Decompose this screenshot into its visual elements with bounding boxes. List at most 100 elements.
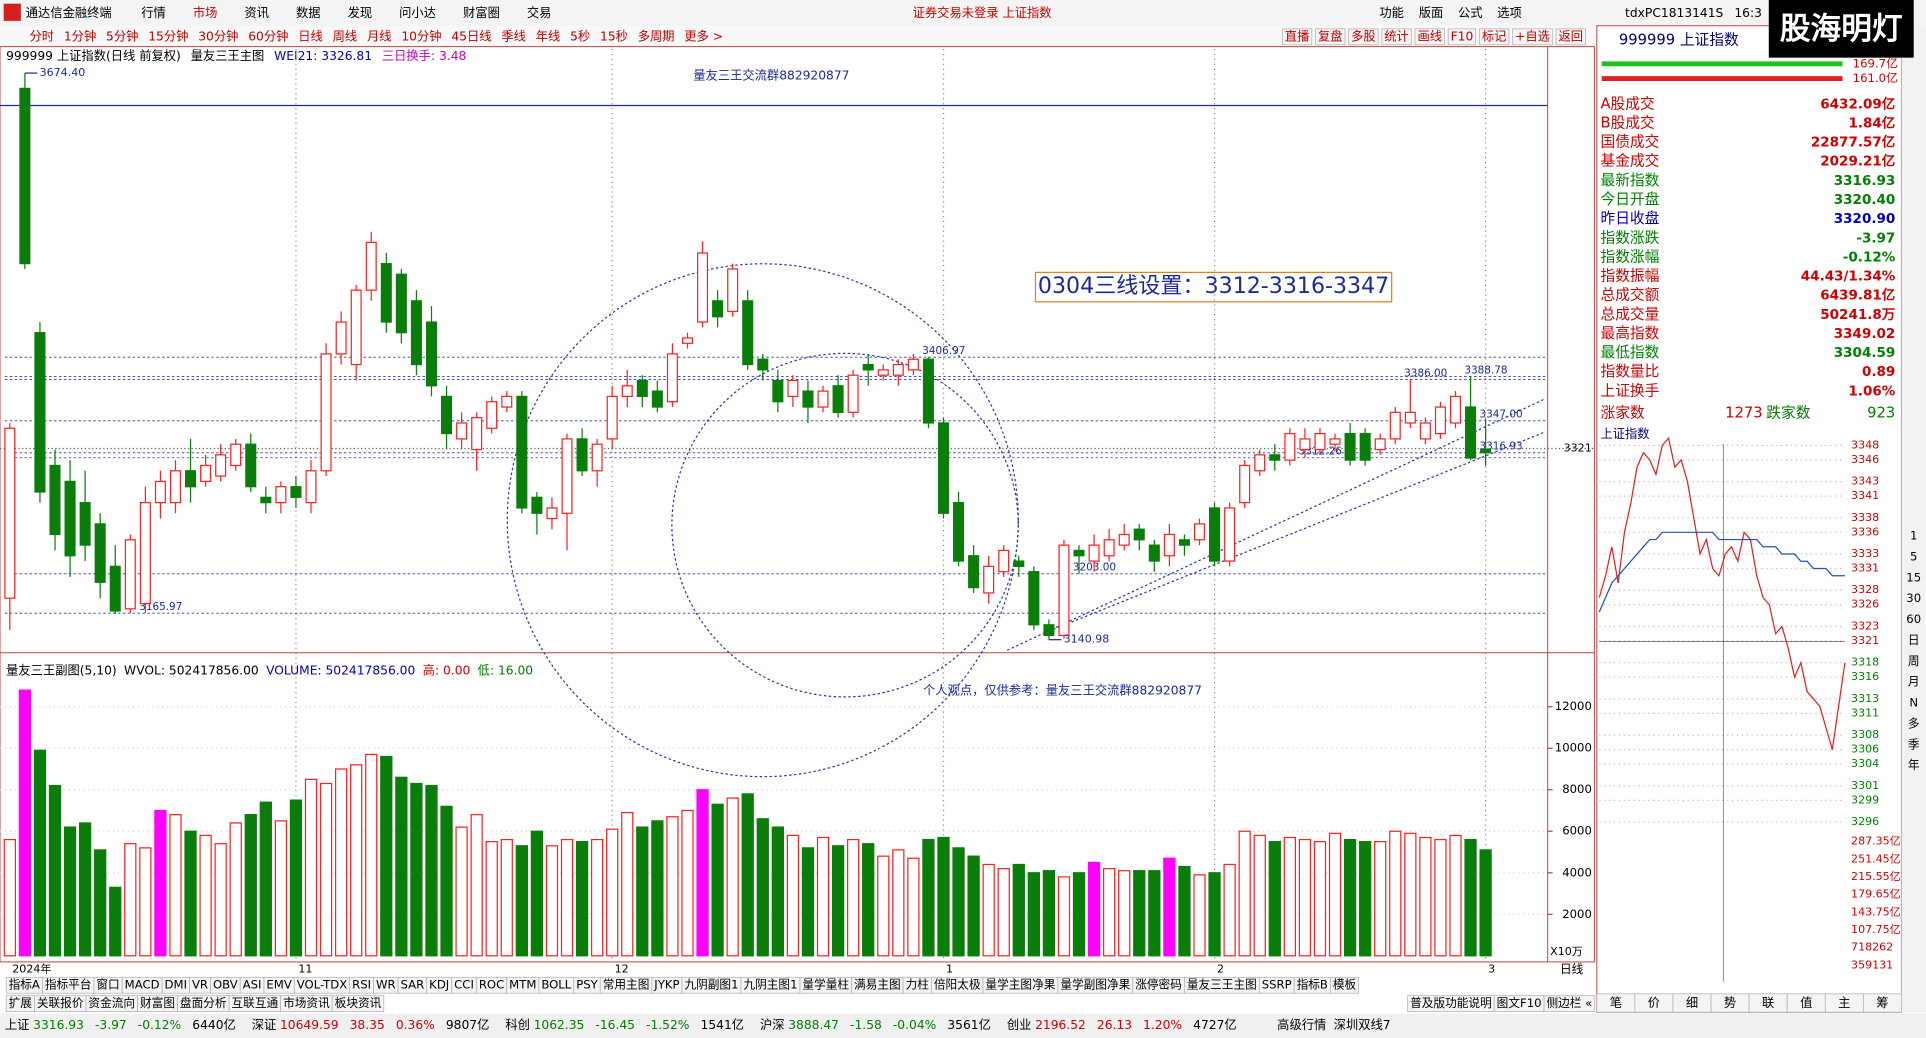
indicator-tab[interactable]: 力柱 — [906, 978, 930, 992]
period-button[interactable]: 10分钟 — [401, 28, 441, 43]
indicator-tab[interactable]: 量学量柱 — [802, 978, 849, 992]
tool-button[interactable]: 统计 — [1384, 29, 1409, 43]
indicator-tab[interactable]: PSY — [576, 978, 598, 992]
period-shortcut[interactable]: 日 — [1908, 633, 1920, 647]
extension-tab[interactable]: 市场资讯 — [283, 996, 330, 1010]
period-button[interactable]: 15分钟 — [148, 28, 188, 43]
tool-button[interactable]: F10 — [1451, 29, 1474, 43]
indicator-tab[interactable]: CCI — [454, 978, 474, 992]
indicator-tab[interactable]: SSRP — [1262, 978, 1292, 992]
indicator-tab[interactable]: 指标B — [1297, 978, 1328, 992]
menu-item[interactable]: 功能 — [1379, 6, 1404, 20]
period-shortcut[interactable]: 周 — [1908, 654, 1920, 668]
period-button[interactable]: 月线 — [367, 29, 392, 43]
extension-tab[interactable]: 财富图 — [140, 996, 175, 1010]
period-button[interactable]: 5秒 — [570, 29, 590, 43]
indicator-tab[interactable]: VOL-TDX — [297, 978, 347, 992]
indicator-tab[interactable]: VR — [192, 978, 208, 992]
extension-tab[interactable]: 板块资讯 — [335, 996, 382, 1010]
period-button[interactable]: 30分钟 — [198, 28, 238, 43]
menu-item[interactable]: 版面 — [1419, 6, 1444, 20]
indicator-tab[interactable]: 量友三王主图 — [1187, 978, 1257, 992]
indicator-tab[interactable]: KDJ — [429, 978, 449, 992]
panel-tab[interactable]: 细 — [1686, 996, 1698, 1010]
menu-item[interactable]: 市场 — [193, 5, 218, 20]
indicator-tab[interactable]: MACD — [125, 978, 160, 992]
indicator-tab[interactable]: 九阴主图1 — [743, 978, 797, 992]
indicator-tab[interactable]: MTM — [509, 978, 536, 992]
period-shortcut[interactable]: 多 — [1908, 716, 1920, 730]
period-button[interactable]: 5分钟 — [106, 28, 138, 43]
menu-item[interactable]: 问小达 — [399, 6, 436, 20]
period-button[interactable]: 60分钟 — [248, 28, 288, 43]
tool-button[interactable]: 画线 — [1417, 29, 1442, 43]
tool-button[interactable]: 返回 — [1558, 29, 1583, 43]
indicator-tab[interactable]: 倍阳太极 — [934, 978, 981, 992]
panel-tab[interactable]: 势 — [1724, 996, 1736, 1010]
indicator-tab[interactable]: JYKP — [653, 978, 679, 992]
side-tab[interactable]: 普及版功能说明 — [1410, 996, 1492, 1010]
period-button[interactable]: 年线 — [536, 29, 561, 43]
tool-button[interactable]: 标记 — [1482, 29, 1507, 43]
panel-tab[interactable]: 价 — [1648, 996, 1660, 1010]
period-button[interactable]: 季线 — [501, 29, 526, 43]
extension-tab[interactable]: 盘面分析 — [180, 996, 227, 1010]
menu-item[interactable]: 资讯 — [244, 6, 269, 20]
menu-item[interactable]: 财富圈 — [463, 5, 500, 20]
panel-tab[interactable]: 联 — [1762, 996, 1774, 1010]
period-button[interactable]: 多周期 — [638, 29, 675, 43]
indicator-tab[interactable]: 九阴副图1 — [684, 978, 738, 992]
extension-tab[interactable]: 资金流向 — [88, 996, 135, 1010]
menu-item[interactable]: 行情 — [141, 6, 166, 20]
period-button[interactable]: 分时 — [29, 29, 54, 43]
indicator-tab[interactable]: 指标A — [9, 978, 40, 992]
period-shortcut[interactable]: 季 — [1908, 737, 1920, 751]
period-shortcut[interactable]: 30 — [1906, 591, 1921, 605]
period-shortcut[interactable]: 月 — [1908, 675, 1920, 689]
indicator-tab[interactable]: 量学副图净果 — [1060, 978, 1130, 992]
indicator-tab[interactable]: 指标平台 — [45, 978, 92, 992]
menu-item[interactable]: 公式 — [1458, 6, 1483, 20]
period-shortcut[interactable]: 15 — [1906, 570, 1921, 584]
tool-button[interactable]: +自选 — [1515, 29, 1550, 43]
extension-tab[interactable]: 扩展 — [9, 996, 33, 1010]
period-shortcut[interactable]: N — [1909, 696, 1918, 710]
menu-item[interactable]: 发现 — [348, 5, 373, 20]
indicator-tab[interactable]: 模板 — [1333, 978, 1357, 992]
tool-button[interactable]: 直播 — [1285, 29, 1310, 43]
indicator-tab[interactable]: WR — [376, 978, 396, 992]
indicator-tab[interactable]: DMI — [165, 978, 187, 992]
period-button[interactable]: 1分钟 — [64, 28, 96, 43]
menu-item[interactable]: 数据 — [296, 5, 321, 20]
indicator-tab[interactable]: 常用主图 — [603, 978, 650, 992]
indicator-tab[interactable]: 窗口 — [96, 978, 119, 992]
indicator-tab[interactable]: ASI — [243, 978, 262, 992]
period-shortcut[interactable]: 1 — [1910, 529, 1917, 543]
indicator-tab[interactable]: OBV — [213, 978, 238, 992]
indicator-tab[interactable]: BOLL — [541, 978, 571, 992]
indicator-tab[interactable]: SAR — [401, 978, 425, 992]
indicator-tab[interactable]: 涨停密码 — [1135, 978, 1182, 992]
extension-tab[interactable]: 关联报价 — [37, 996, 84, 1010]
side-tab[interactable]: 图文F10 — [1497, 996, 1542, 1010]
indicator-tab[interactable]: ROC — [479, 978, 504, 992]
tool-button[interactable]: 多股 — [1351, 29, 1376, 43]
menu-item[interactable]: 选项 — [1497, 6, 1522, 20]
indicator-tab[interactable]: RSI — [352, 978, 371, 992]
period-button[interactable]: 日线 — [298, 29, 323, 43]
indicator-tab[interactable]: 量学主图净果 — [985, 978, 1055, 992]
period-button[interactable]: 周线 — [333, 29, 358, 43]
period-button[interactable]: 45日线 — [451, 29, 491, 43]
menu-item[interactable]: 交易 — [527, 5, 552, 20]
period-shortcut[interactable]: 60 — [1906, 612, 1921, 626]
extension-tab[interactable]: 互联互通 — [232, 996, 279, 1010]
tool-button[interactable]: 复盘 — [1318, 28, 1343, 43]
period-button[interactable]: 更多 > — [684, 29, 723, 43]
side-tab[interactable]: 侧边栏 « — [1546, 996, 1592, 1010]
period-shortcut[interactable]: 5 — [1910, 550, 1917, 564]
indicator-tab[interactable]: EMV — [266, 978, 291, 992]
period-button[interactable]: 15秒 — [600, 29, 628, 43]
panel-tab[interactable]: 笔 — [1610, 995, 1622, 1010]
panel-tab[interactable]: 筹 — [1876, 996, 1888, 1010]
period-shortcut[interactable]: 年 — [1908, 758, 1920, 772]
